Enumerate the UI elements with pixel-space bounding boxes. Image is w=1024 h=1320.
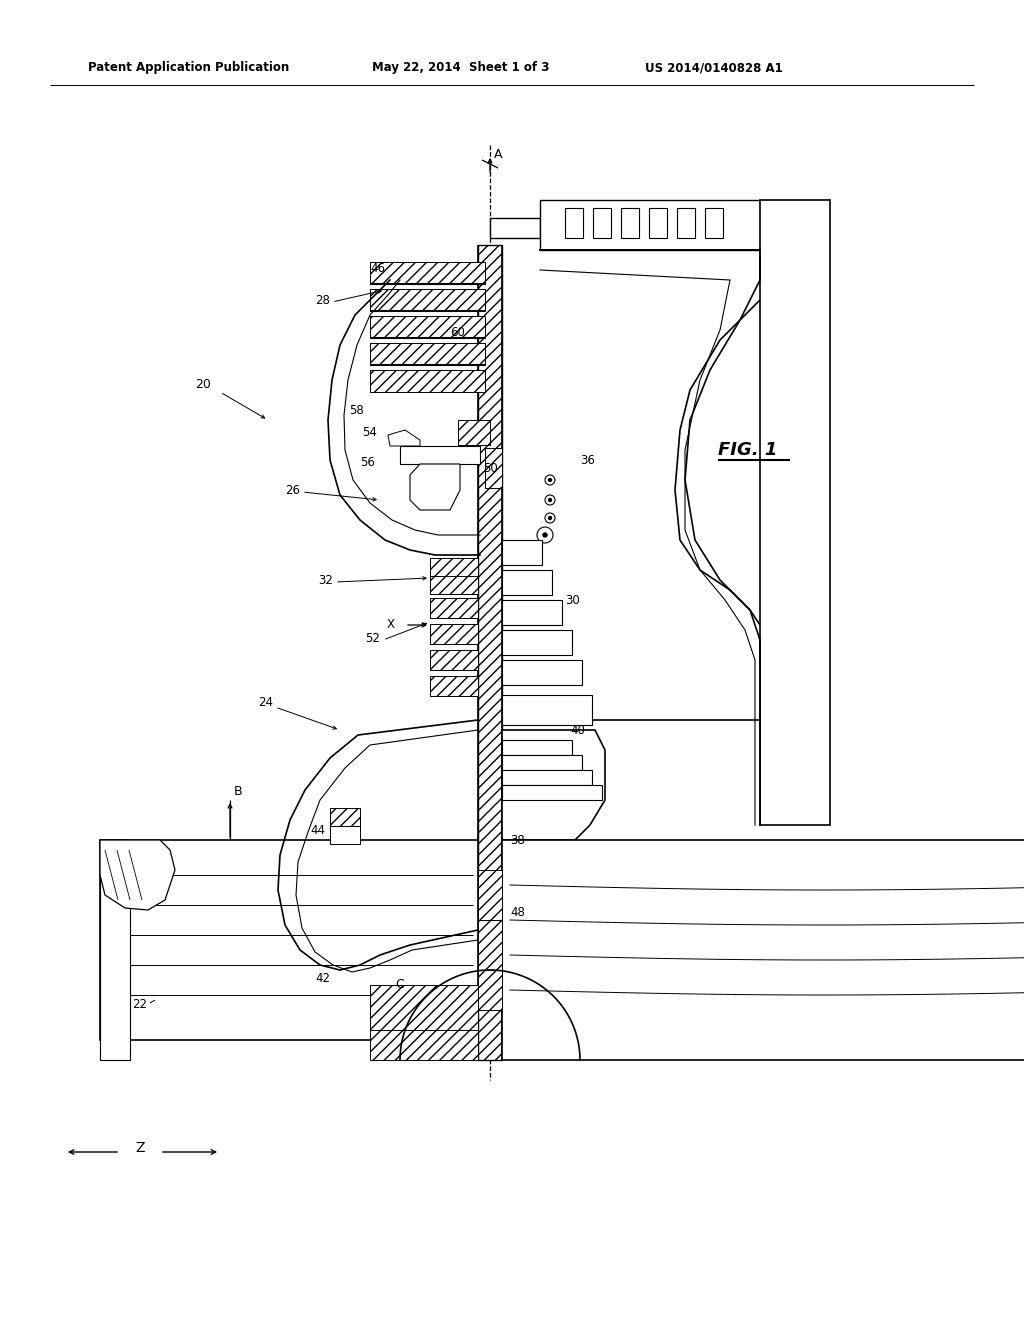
Circle shape <box>549 516 552 520</box>
Polygon shape <box>100 840 130 1060</box>
Circle shape <box>549 499 552 502</box>
Polygon shape <box>705 209 723 238</box>
Text: 30: 30 <box>565 594 580 606</box>
Polygon shape <box>370 1030 478 1060</box>
Polygon shape <box>502 696 592 725</box>
Text: X: X <box>387 619 395 631</box>
Polygon shape <box>430 649 478 671</box>
Text: 60: 60 <box>450 326 465 338</box>
Text: 36: 36 <box>580 454 595 466</box>
Text: 20: 20 <box>195 379 211 392</box>
Polygon shape <box>502 601 562 624</box>
Polygon shape <box>540 201 760 249</box>
Polygon shape <box>478 246 502 1060</box>
Polygon shape <box>502 730 605 840</box>
Polygon shape <box>400 446 480 465</box>
Polygon shape <box>502 570 552 595</box>
Text: US 2014/0140828 A1: US 2014/0140828 A1 <box>645 62 782 74</box>
Polygon shape <box>593 209 611 238</box>
Text: 48: 48 <box>510 906 525 919</box>
Polygon shape <box>502 660 582 685</box>
Text: A: A <box>494 149 503 161</box>
Text: 40: 40 <box>570 723 585 737</box>
Polygon shape <box>330 808 360 826</box>
Text: 58: 58 <box>349 404 364 417</box>
Text: 22: 22 <box>132 998 147 1011</box>
Text: 44: 44 <box>310 824 325 837</box>
Polygon shape <box>565 209 583 238</box>
Polygon shape <box>410 465 460 510</box>
Polygon shape <box>388 430 420 446</box>
Polygon shape <box>370 261 485 284</box>
Polygon shape <box>430 598 478 618</box>
Text: C: C <box>395 978 404 991</box>
Polygon shape <box>430 558 478 576</box>
Polygon shape <box>502 770 592 785</box>
Polygon shape <box>100 840 175 909</box>
Polygon shape <box>502 840 1024 1060</box>
Polygon shape <box>430 624 478 644</box>
Polygon shape <box>677 209 695 238</box>
Polygon shape <box>478 870 502 920</box>
Text: 56: 56 <box>360 455 375 469</box>
Text: 50: 50 <box>483 462 498 474</box>
Circle shape <box>543 533 547 537</box>
Text: 28: 28 <box>315 293 330 306</box>
Polygon shape <box>485 447 502 488</box>
Text: FIG. 1: FIG. 1 <box>718 441 777 459</box>
Text: 54: 54 <box>362 425 377 438</box>
Polygon shape <box>478 920 502 970</box>
Polygon shape <box>370 315 485 338</box>
Text: Z: Z <box>135 1140 144 1155</box>
Polygon shape <box>100 840 478 1040</box>
Text: 52: 52 <box>365 631 380 644</box>
Polygon shape <box>490 218 540 238</box>
Text: 32: 32 <box>318 573 333 586</box>
Polygon shape <box>370 985 478 1030</box>
Polygon shape <box>502 785 602 800</box>
Polygon shape <box>430 576 478 594</box>
Text: Patent Application Publication: Patent Application Publication <box>88 62 289 74</box>
Polygon shape <box>760 201 830 825</box>
Circle shape <box>549 479 552 482</box>
Text: May 22, 2014  Sheet 1 of 3: May 22, 2014 Sheet 1 of 3 <box>372 62 549 74</box>
Polygon shape <box>478 970 502 1010</box>
Text: 38: 38 <box>510 833 524 846</box>
Text: 26: 26 <box>285 483 300 496</box>
Polygon shape <box>502 630 572 655</box>
Polygon shape <box>430 676 478 696</box>
Polygon shape <box>621 209 639 238</box>
Polygon shape <box>330 826 360 843</box>
Text: 42: 42 <box>315 972 330 985</box>
Polygon shape <box>370 370 485 392</box>
Polygon shape <box>458 420 490 445</box>
Polygon shape <box>502 540 542 565</box>
Polygon shape <box>370 343 485 366</box>
Polygon shape <box>502 755 582 770</box>
Polygon shape <box>502 741 572 755</box>
Text: B: B <box>234 785 243 799</box>
Text: 46: 46 <box>370 261 385 275</box>
Polygon shape <box>370 289 485 312</box>
Polygon shape <box>649 209 667 238</box>
Text: 24: 24 <box>258 697 273 710</box>
